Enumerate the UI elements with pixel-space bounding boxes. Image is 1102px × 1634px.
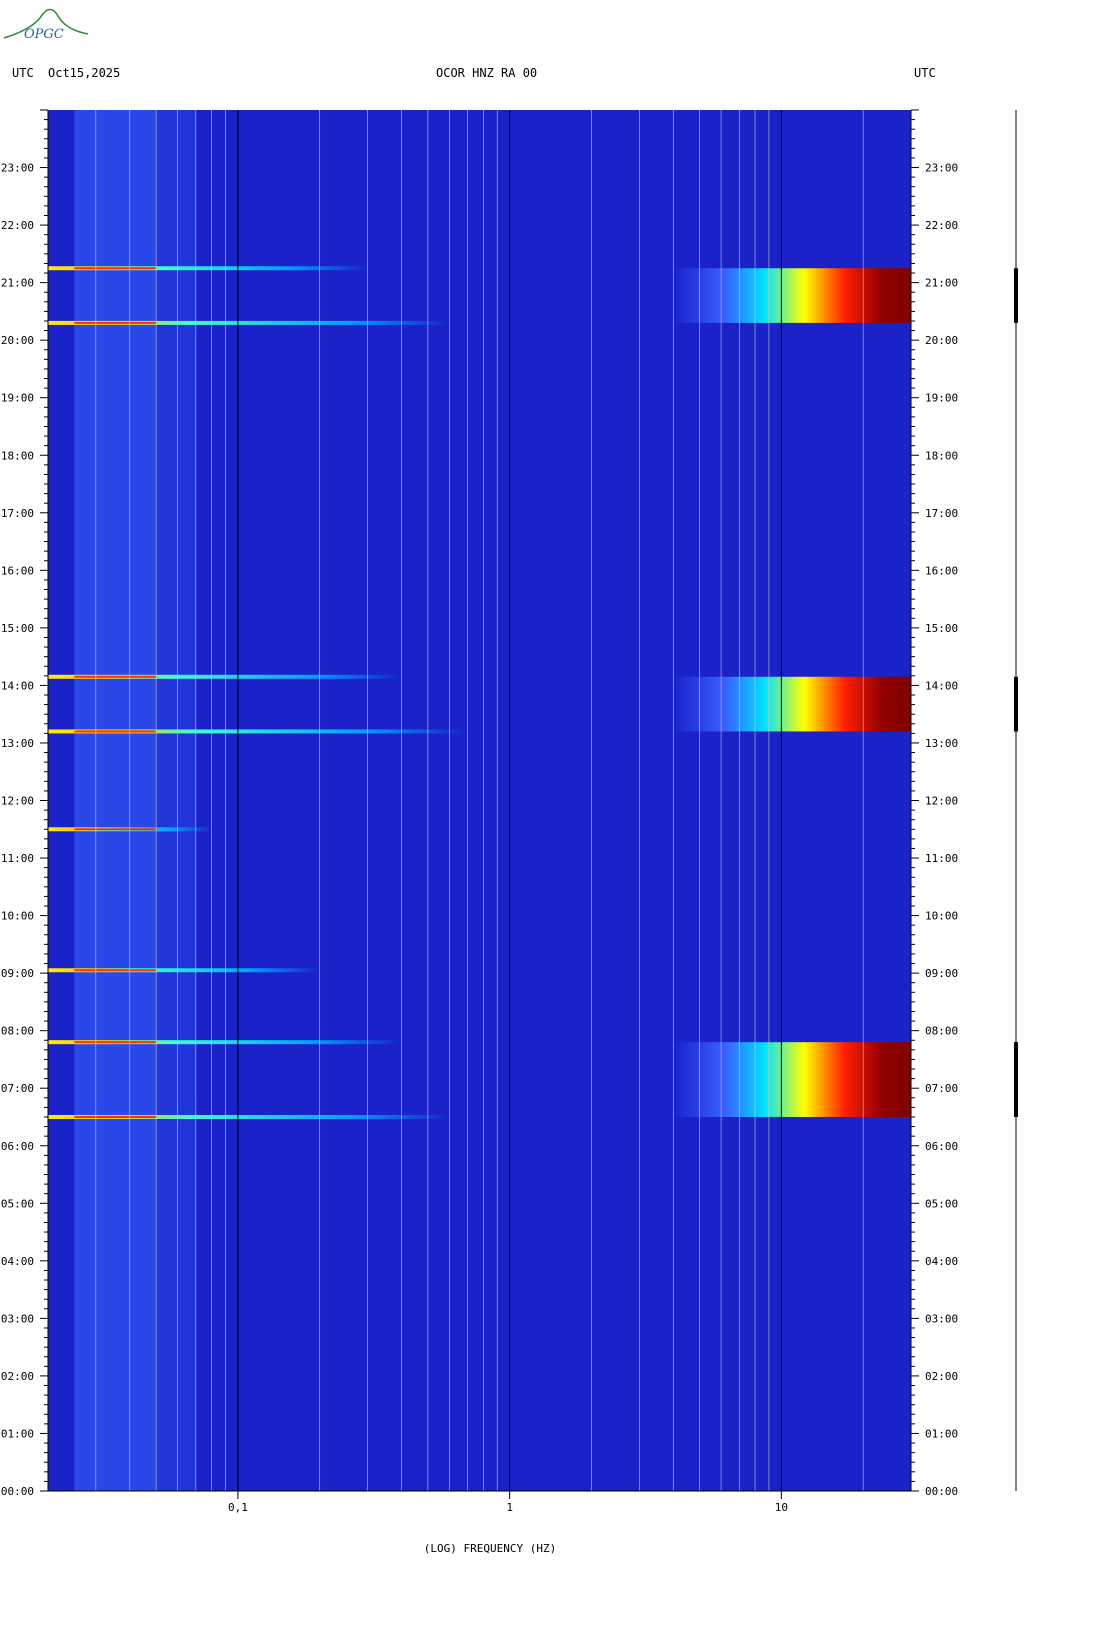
event-line-core <box>74 267 157 270</box>
y-tick-label-right: 05:00 <box>925 1197 958 1210</box>
y-tick-label-right: 21:00 <box>925 277 958 290</box>
y-tick-label-left: 09:00 <box>1 967 34 980</box>
event-line-core <box>74 969 157 972</box>
horizontal-event-line <box>48 266 368 271</box>
event-line-core <box>74 1041 157 1044</box>
y-tick-label-right: 12:00 <box>925 795 958 808</box>
x-tick-label: 10 <box>775 1501 788 1514</box>
y-tick-label-right: 06:00 <box>925 1140 958 1153</box>
y-tick-label-left: 08:00 <box>1 1025 34 1038</box>
horizontal-event-line <box>48 320 450 325</box>
y-tick-label-left: 02:00 <box>1 1370 34 1383</box>
y-tick-label-left: 13:00 <box>1 737 34 750</box>
y-tick-label-left: 17:00 <box>1 507 34 520</box>
y-tick-label-left: 18:00 <box>1 449 34 462</box>
x-axis-title: (LOG) FREQUENCY (HZ) <box>424 1542 556 1555</box>
trace-burst <box>1014 268 1018 323</box>
y-tick-label-right: 07:00 <box>925 1082 958 1095</box>
event-line-core <box>74 1115 157 1118</box>
y-tick-label-right: 14:00 <box>925 679 958 692</box>
strong-signal-block <box>673 1042 911 1117</box>
strong-signal-block <box>673 676 911 732</box>
y-tick-label-right: 23:00 <box>925 162 958 175</box>
y-tick-label-right: 09:00 <box>925 967 958 980</box>
y-tick-label-right: 18:00 <box>925 449 958 462</box>
x-tick-label: 0,1 <box>228 1501 248 1514</box>
event-line-core <box>74 828 157 831</box>
y-tick-label-right: 08:00 <box>925 1025 958 1038</box>
y-tick-label-right: 17:00 <box>925 507 958 520</box>
horizontal-event-line <box>48 1040 402 1045</box>
y-tick-label-left: 16:00 <box>1 564 34 577</box>
horizontal-event-line <box>48 1114 450 1119</box>
y-tick-label-right: 03:00 <box>925 1312 958 1325</box>
strong-signal-block <box>673 268 911 323</box>
y-tick-label-left: 21:00 <box>1 277 34 290</box>
header-left-utc: UTC <box>12 66 34 80</box>
y-tick-label-left: 07:00 <box>1 1082 34 1095</box>
y-tick-label-right: 02:00 <box>925 1370 958 1383</box>
y-tick-label-right: 13:00 <box>925 737 958 750</box>
header-station: OCOR HNZ RA 00 <box>436 66 538 80</box>
x-tick-label: 1 <box>506 1501 513 1514</box>
event-line-core <box>74 675 157 678</box>
y-tick-label-right: 00:00 <box>925 1485 958 1498</box>
opgc-logo: OPGC <box>3 8 89 42</box>
low-frequency-band-fade <box>156 110 196 1491</box>
y-tick-label-right: 15:00 <box>925 622 958 635</box>
logo-text: OPGC <box>24 27 64 42</box>
y-tick-label-left: 06:00 <box>1 1140 34 1153</box>
y-tick-label-left: 22:00 <box>1 219 34 232</box>
y-tick-label-left: 00:00 <box>1 1485 34 1498</box>
y-tick-label-right: 22:00 <box>925 219 958 232</box>
y-tick-label-left: 20:00 <box>1 334 34 347</box>
y-tick-label-left: 03:00 <box>1 1312 34 1325</box>
horizontal-event-line <box>48 968 320 973</box>
y-tick-label-right: 04:00 <box>925 1255 958 1268</box>
y-tick-label-left: 10:00 <box>1 910 34 923</box>
horizontal-event-line <box>48 729 468 734</box>
trace-burst <box>1014 1042 1018 1117</box>
header-date: Oct15,2025 <box>48 66 121 80</box>
y-tick-label-left: 19:00 <box>1 392 34 405</box>
y-tick-label-right: 19:00 <box>925 392 958 405</box>
y-tick-label-right: 11:00 <box>925 852 958 865</box>
y-tick-label-right: 10:00 <box>925 910 958 923</box>
y-tick-label-left: 05:00 <box>1 1197 34 1210</box>
header-right-utc: UTC <box>914 66 936 80</box>
y-tick-label-left: 04:00 <box>1 1255 34 1268</box>
event-line-core <box>74 321 157 324</box>
y-tick-label-right: 20:00 <box>925 334 958 347</box>
y-tick-label-left: 23:00 <box>1 162 34 175</box>
event-line-core <box>74 730 157 733</box>
y-tick-label-right: 01:00 <box>925 1427 958 1440</box>
low-frequency-band <box>74 110 157 1491</box>
y-tick-label-left: 11:00 <box>1 852 34 865</box>
y-tick-label-left: 15:00 <box>1 622 34 635</box>
trace-burst <box>1014 676 1018 732</box>
y-tick-label-left: 12:00 <box>1 795 34 808</box>
y-tick-label-left: 01:00 <box>1 1427 34 1440</box>
horizontal-event-line <box>48 674 402 679</box>
y-tick-label-right: 16:00 <box>925 564 958 577</box>
y-tick-label-left: 14:00 <box>1 679 34 692</box>
